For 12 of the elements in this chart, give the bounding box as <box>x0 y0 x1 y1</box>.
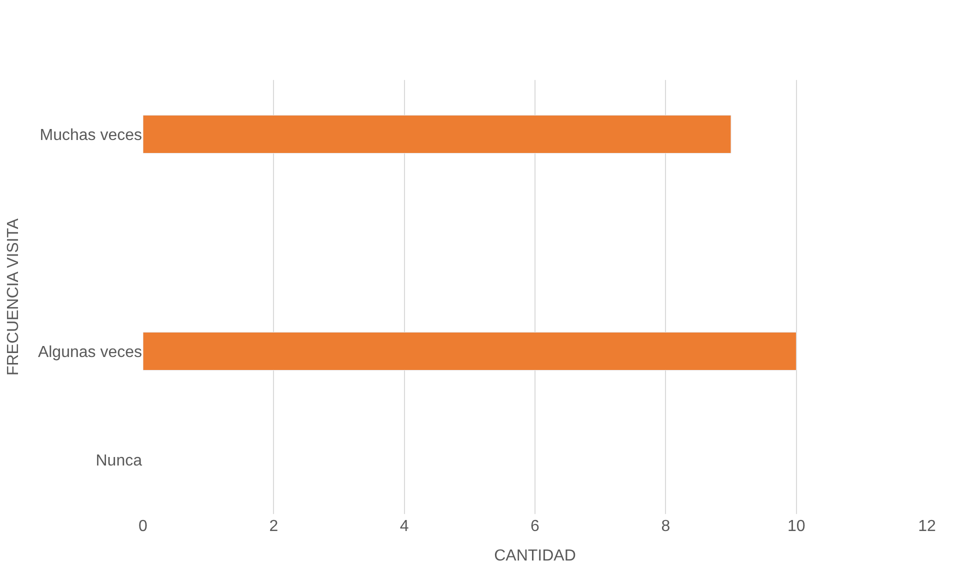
x-axis-title: CANTIDAD <box>494 548 576 565</box>
y-axis-title: FRECUENCIA VISITA <box>4 218 22 376</box>
x-tick-label: 4 <box>400 518 409 535</box>
y-tick-label: Muchas veces <box>40 126 142 144</box>
x-tick-label: 0 <box>138 518 148 535</box>
x-tick-label: 8 <box>661 518 670 535</box>
x-tick-label: 6 <box>530 518 540 535</box>
x-tick-label: 10 <box>787 518 806 535</box>
y-tick-label: Algunas veces <box>38 344 142 361</box>
x-tick-label: 12 <box>918 518 936 535</box>
y-tick-label: Nunca <box>96 452 142 470</box>
x-tick-label: 2 <box>269 518 278 535</box>
